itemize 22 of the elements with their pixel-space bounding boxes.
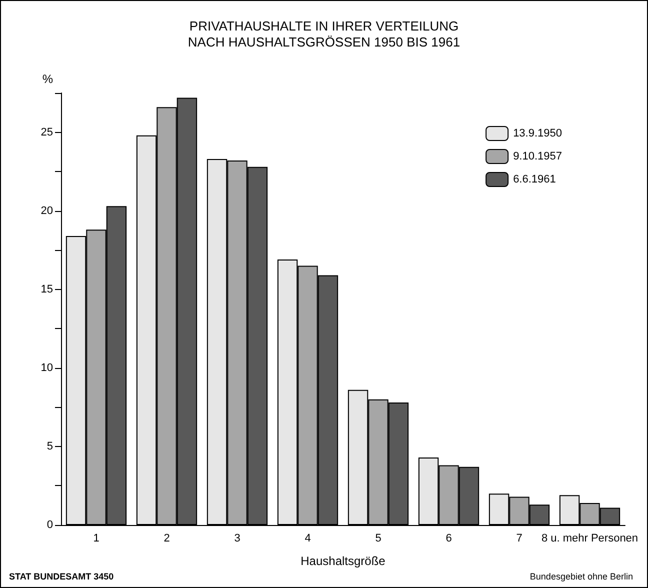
y-tick-label: 20 xyxy=(40,204,53,217)
x-tick-label: 5 xyxy=(375,532,382,544)
legend-label: 13.9.1950 xyxy=(513,128,562,140)
y-tick-label: 25 xyxy=(40,126,53,138)
x-tick-label: 8 u. mehr Personen xyxy=(541,532,638,544)
x-tick-label: 2 xyxy=(164,532,170,544)
legend-label: 9.10.1957 xyxy=(513,150,562,162)
legend-label: 6.6.1961 xyxy=(513,174,556,186)
x-tick-label: 7 xyxy=(516,532,522,544)
y-axis-title: % xyxy=(42,72,54,86)
text: Bundesgebiet ohne Berlin xyxy=(530,572,633,582)
x-tick-label: 6 xyxy=(446,532,452,544)
x-tick-label: 3 xyxy=(234,532,240,544)
y-tick-label: 0 xyxy=(46,519,53,531)
x-tick-label: 1 xyxy=(93,532,100,544)
y-tick-label: 15 xyxy=(40,283,53,296)
y-tick-label: 5 xyxy=(46,440,53,452)
chart-title: PRIVATHAUSHALTE IN IHRER VERTEILUNG NACH HAUSHALTSGRÖSSEN 1950 BIS 1961 xyxy=(188,18,460,50)
x-axis-title: Haushaltsgröße xyxy=(300,554,386,568)
text: STAT BUNDESAMT 3450 xyxy=(9,572,114,582)
y-tick-label: 10 xyxy=(40,362,53,374)
x-tick-label: 4 xyxy=(304,532,311,544)
